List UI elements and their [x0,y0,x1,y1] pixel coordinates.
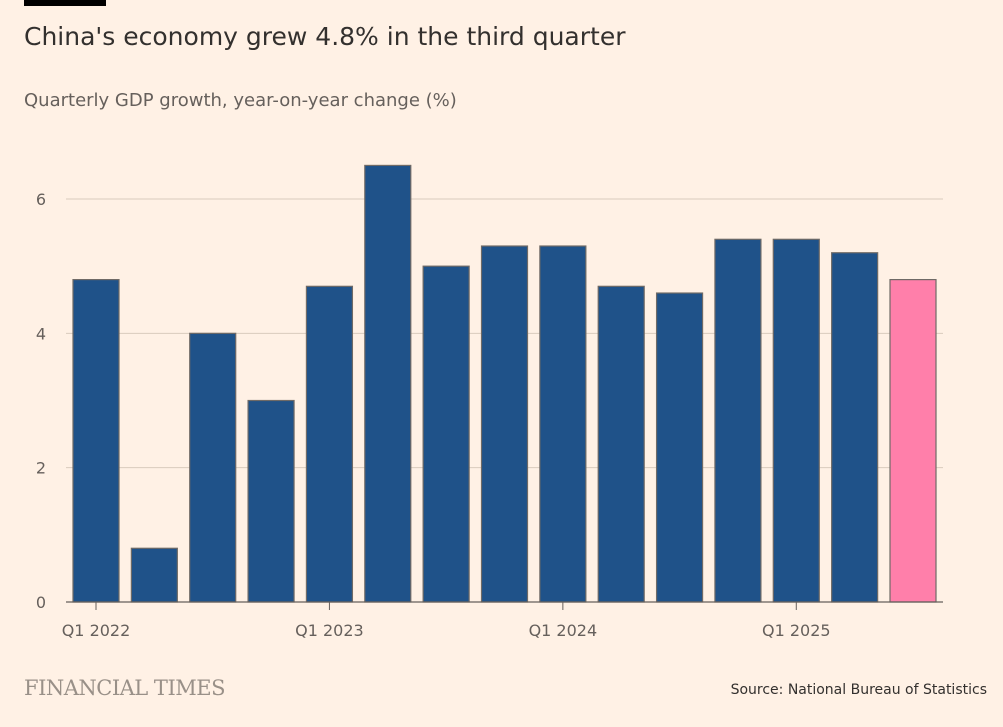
bar-q4-2022 [247,399,295,603]
bar-q1-2022 [72,279,120,603]
source-note: Source: National Bureau of Statistics [730,682,987,698]
bar-q2-2025 [831,252,879,603]
y-tick-label: 4 [36,324,46,343]
bar-q1-2023 [305,285,354,603]
bar-q2-2022 [130,547,178,603]
chart-subtitle: Quarterly GDP growth, year-on-year chang… [24,90,457,111]
bar-q1-2025 [772,238,820,603]
ft-top-bar [24,0,106,6]
y-tick-label: 0 [36,593,46,612]
bar-q2-2023 [364,164,412,603]
bar-q4-2024 [714,238,762,603]
x-tick-label: Q1 2022 [62,621,131,640]
y-tick-label: 2 [36,459,46,478]
y-tick-label: 6 [36,190,46,209]
x-tick-label: Q1 2024 [529,621,598,640]
chart-title: China's economy grew 4.8% in the third q… [24,22,626,51]
bar-q1-2024 [539,245,587,603]
bar-q3-2023 [422,265,470,603]
bar-q3-2024 [655,292,704,603]
x-tick-label: Q1 2023 [295,621,364,640]
bar-q3-2022 [189,332,237,603]
financial-times-logo: FINANCIAL TIMES [24,676,225,700]
bar-q3-2025 [889,279,937,603]
bar-q4-2023 [480,245,529,603]
x-tick-label: Q1 2025 [762,621,831,640]
bar-q2-2024 [597,285,645,603]
